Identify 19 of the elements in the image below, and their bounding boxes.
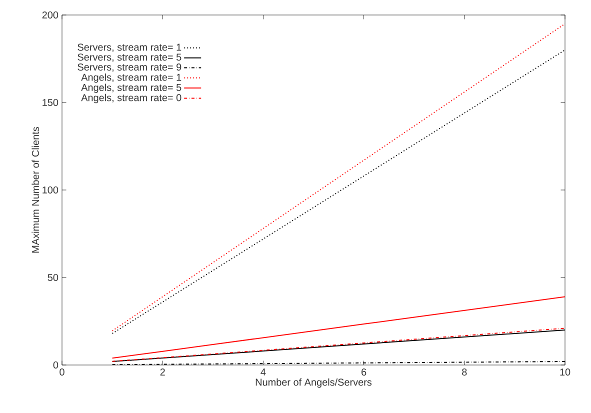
x-tick-label: 4 (260, 368, 266, 376)
x-tick-label: 6 (362, 368, 366, 376)
y-tick-label: 150 (42, 98, 58, 106)
legend-label: Servers, stream rate= 1 (78, 44, 182, 52)
x-tick-label: 2 (160, 368, 165, 376)
x-axis-title: Number of Angels/Servers (256, 378, 372, 388)
legend-label: Angels, stream rate= 5 (81, 84, 182, 93)
x-tick-label: 10 (560, 368, 570, 376)
y-tick-label: 100 (42, 186, 58, 194)
legend-label: Angels, stream rate= 1 (81, 73, 182, 83)
y-axis-title: MAximum Number of Clients (32, 126, 40, 253)
y-tick-label: 200 (42, 11, 58, 19)
legend-label: Angels, stream rate= 0 (81, 94, 182, 104)
x-tick-label: 0 (60, 368, 64, 376)
y-tick-label: 0 (53, 361, 58, 369)
x-tick-label: 8 (462, 368, 467, 376)
legend-label: Servers, stream rate= 5 (78, 54, 182, 62)
y-tick-label: 50 (48, 274, 58, 282)
legend-label: Servers, stream rate= 9 (78, 64, 182, 72)
